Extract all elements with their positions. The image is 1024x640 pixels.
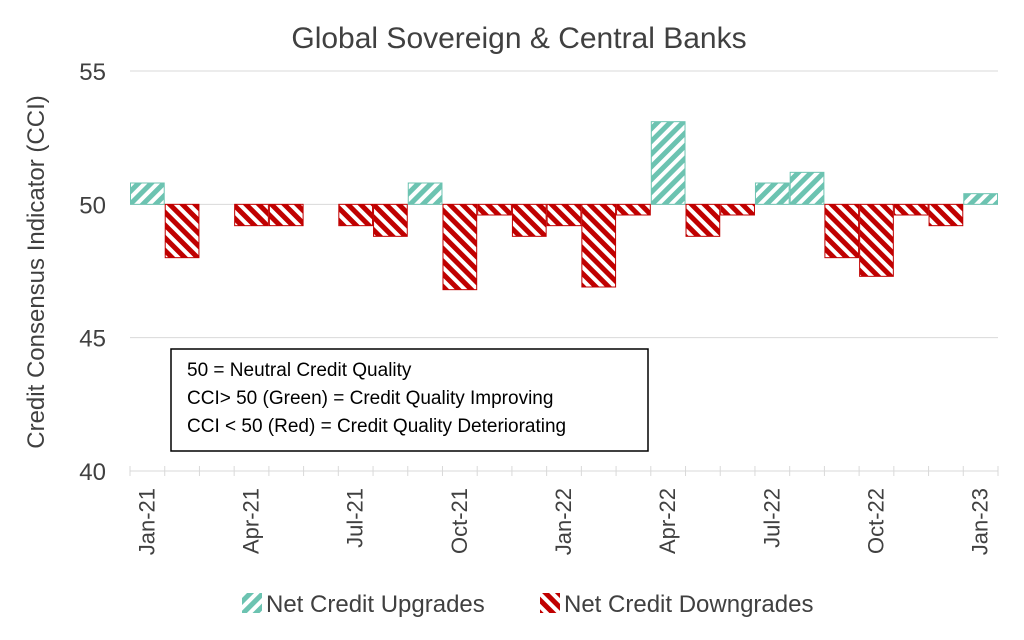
y-axis-ticks: 40 45 50 55	[79, 59, 106, 486]
bar-upgrade	[963, 193, 999, 205]
x-tick-label: Jan-22	[551, 488, 576, 555]
x-tick-label: Jul-22	[759, 488, 784, 548]
bars	[130, 121, 999, 291]
bar-downgrade	[477, 203, 512, 216]
x-tick-label: Jan-21	[134, 488, 159, 555]
bar-downgrade	[268, 203, 304, 227]
annotation-border	[170, 348, 649, 452]
x-tick-label: Apr-22	[655, 488, 680, 554]
bar-downgrade	[511, 203, 547, 237]
legend-swatch-upgrades	[242, 593, 262, 613]
bar-downgrade	[893, 203, 929, 216]
legend-label-upgrades: Net Credit Upgrades	[266, 591, 485, 618]
x-tick-label: Apr-21	[239, 488, 264, 554]
annotation-line-2: CCI> 50 (Green) = Credit Quality Improvi…	[187, 388, 553, 409]
legend: Net Credit Upgrades Net Credit Downgrade…	[242, 591, 813, 618]
bar-upgrade	[789, 171, 825, 205]
x-axis	[129, 466, 999, 476]
legend-label-downgrades: Net Credit Downgrades	[564, 591, 813, 618]
bar-downgrade	[581, 203, 617, 288]
bar-downgrade	[616, 203, 651, 216]
bar-upgrade	[754, 182, 790, 205]
bar-downgrade	[859, 203, 894, 277]
bar-downgrade	[442, 203, 478, 291]
x-tick-label: Oct-21	[447, 488, 472, 554]
bar-downgrade	[373, 203, 408, 237]
y-tick-label: 45	[79, 326, 106, 353]
x-tick-label: Jul-21	[343, 488, 368, 548]
y-tick-label: 50	[79, 192, 106, 219]
annotation-line-1: 50 = Neutral Credit Quality	[187, 360, 412, 381]
bar-upgrade	[407, 182, 443, 205]
bar-downgrade	[685, 203, 721, 237]
chart-title: Global Sovereign & Central Banks	[291, 22, 746, 55]
bar-downgrade	[928, 203, 964, 227]
bar-downgrade	[546, 203, 582, 227]
x-axis-tick-labels: Jan-21 Apr-21 Jul-21 Oct-21 Jan-22 Apr-22 Jul-…	[134, 488, 992, 555]
annotation-line-3: CCI < 50 (Red) = Credit Quality Deterior…	[187, 416, 566, 437]
x-tick-label: Jan-23	[968, 488, 993, 555]
y-axis-label: Credit Consensus Indicator (CCI)	[23, 95, 50, 448]
bar-downgrade	[338, 203, 374, 227]
annotation-box: 50 = Neutral Credit Quality CCI> 50 (Gre…	[170, 348, 649, 452]
x-tick-label: Oct-22	[863, 488, 888, 554]
bar-upgrade	[130, 182, 165, 205]
bar-downgrade	[164, 203, 200, 259]
bar-downgrade	[824, 203, 860, 259]
y-tick-label: 55	[79, 59, 106, 86]
y-tick-label: 40	[79, 459, 106, 486]
bar-downgrade	[720, 203, 755, 216]
bar-downgrade	[234, 203, 269, 227]
legend-swatch-downgrades	[540, 593, 560, 613]
bar-upgrade	[650, 121, 686, 205]
